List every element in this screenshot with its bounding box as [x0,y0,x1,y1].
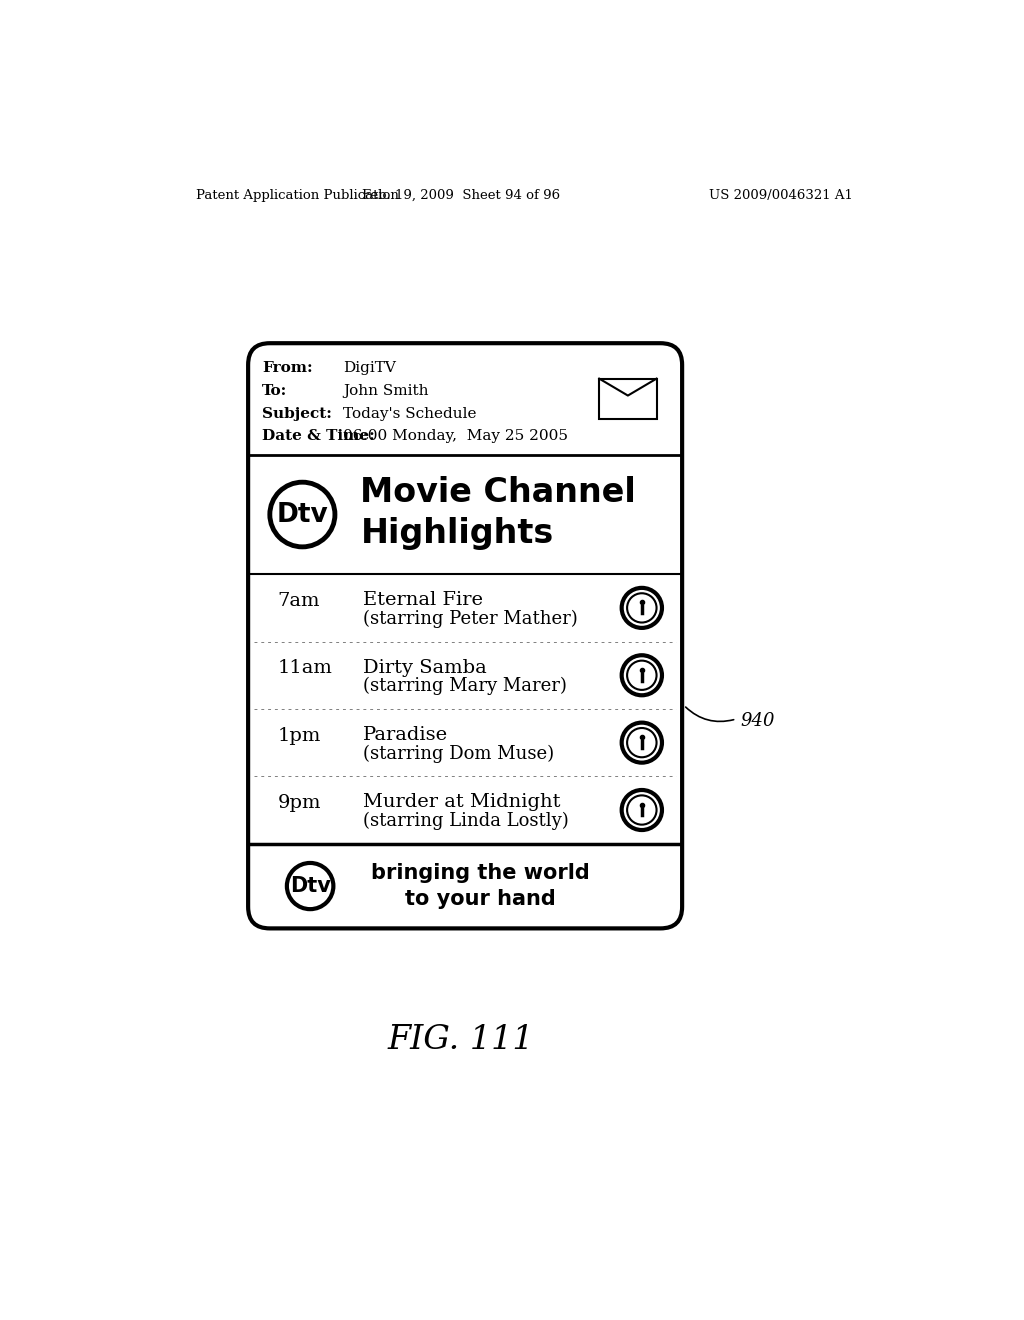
Text: FIG. 111: FIG. 111 [388,1024,535,1056]
Text: Patent Application Publication: Patent Application Publication [197,189,399,202]
Text: John Smith: John Smith [343,384,429,397]
Text: To:: To: [262,384,288,397]
Text: Movie Channel: Movie Channel [360,477,636,510]
Text: Dtv: Dtv [276,502,329,528]
Text: (starring Mary Marer): (starring Mary Marer) [362,677,566,696]
Text: Murder at Midnight: Murder at Midnight [362,793,560,812]
Text: 1pm: 1pm [278,727,321,744]
Text: (starring Dom Muse): (starring Dom Muse) [362,744,554,763]
Text: Feb. 19, 2009  Sheet 94 of 96: Feb. 19, 2009 Sheet 94 of 96 [362,189,560,202]
Text: Dirty Samba: Dirty Samba [362,659,486,677]
Text: 7am: 7am [278,591,321,610]
Text: (starring Linda Lostly): (starring Linda Lostly) [362,812,568,830]
Text: Date & Time:: Date & Time: [262,429,375,442]
Text: 940: 940 [740,711,775,730]
Text: 06:00 Monday,  May 25 2005: 06:00 Monday, May 25 2005 [343,429,568,442]
Text: to your hand: to your hand [406,890,556,909]
Bar [599,379,657,418]
Text: Paradise: Paradise [362,726,447,744]
Text: Eternal Fire: Eternal Fire [362,591,483,610]
Text: US 2009/0046321 A1: US 2009/0046321 A1 [710,189,853,202]
Text: 11am: 11am [278,659,333,677]
Text: bringing the world: bringing the world [372,863,590,883]
Text: Subject:: Subject: [262,407,332,421]
Text: Today's Schedule: Today's Schedule [343,407,477,421]
Text: (starring Peter Mather): (starring Peter Mather) [362,610,578,628]
Text: Highlights: Highlights [360,516,554,549]
Text: DigiTV: DigiTV [343,360,396,375]
Text: 9pm: 9pm [278,795,322,812]
Text: From:: From: [262,360,312,375]
Text: Dtv: Dtv [290,876,331,896]
